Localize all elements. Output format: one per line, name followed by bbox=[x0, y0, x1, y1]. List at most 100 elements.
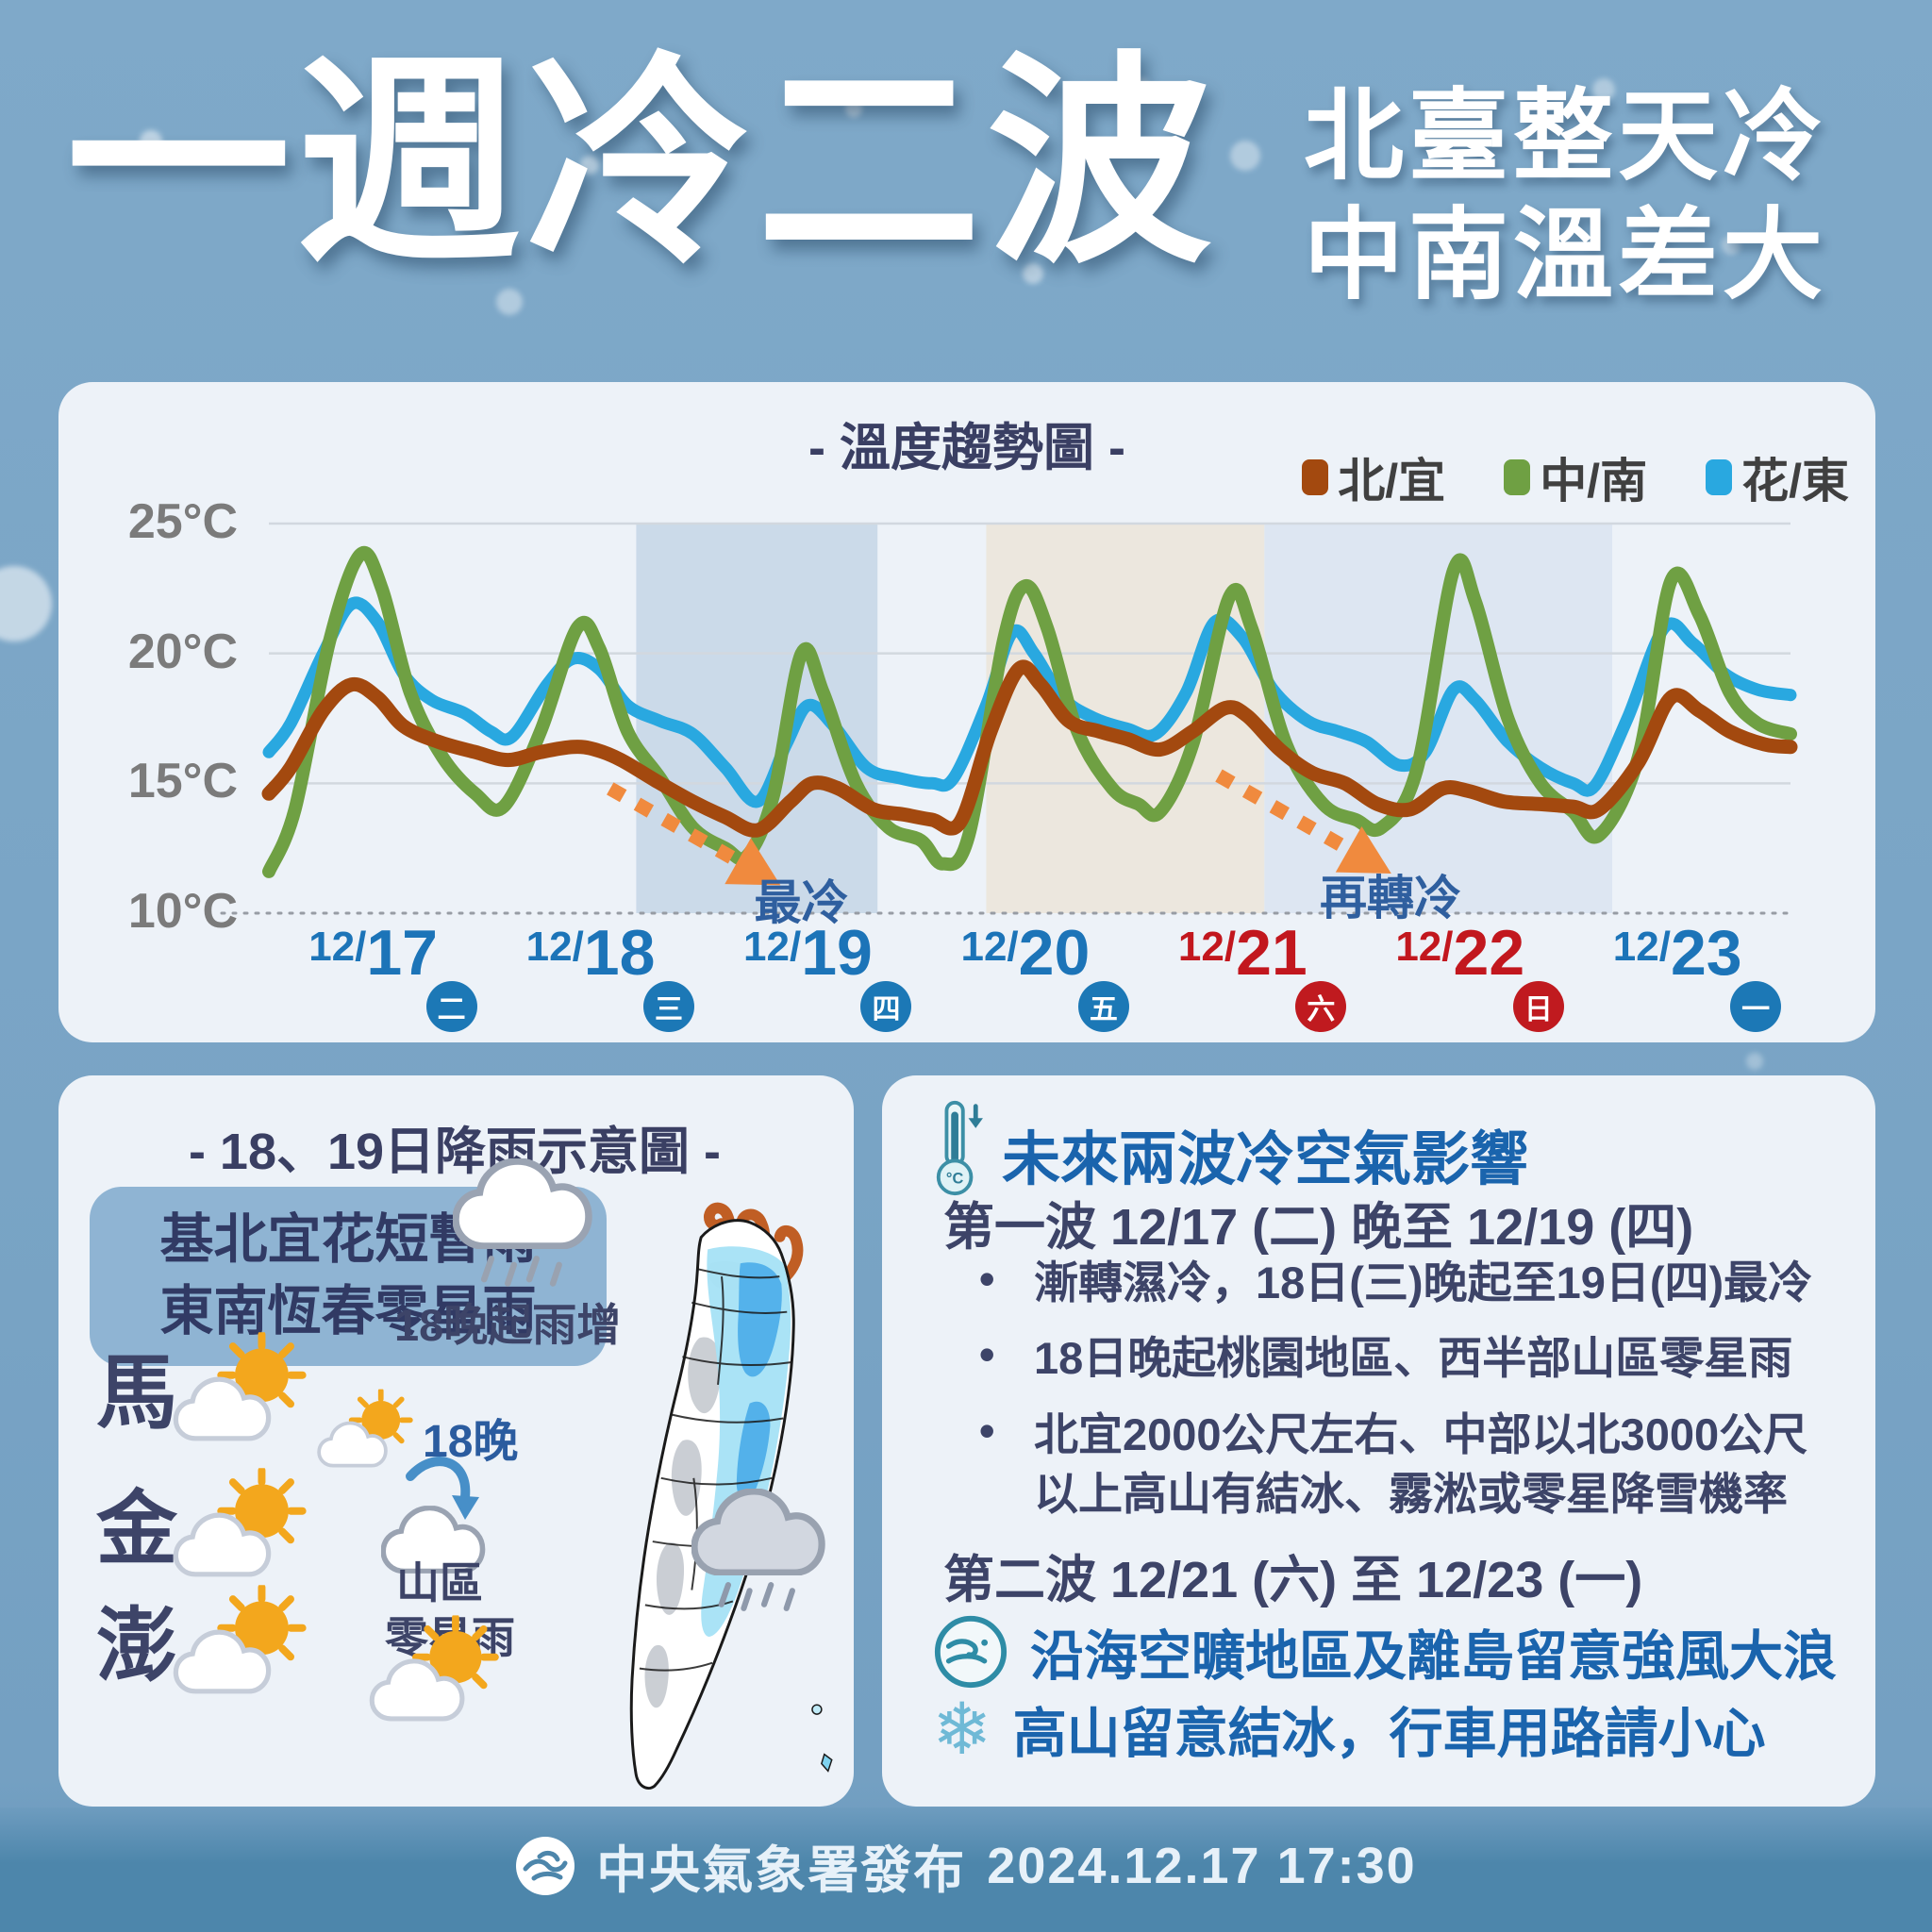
x-tick-day: 20 bbox=[1018, 917, 1091, 989]
page-subtitle-line2: 中南溫差大 bbox=[1304, 200, 1827, 311]
x-tick-day: 19 bbox=[801, 917, 873, 989]
bullet-dot: • bbox=[979, 1405, 995, 1456]
thermometer-icon: °C bbox=[936, 1100, 983, 1196]
info-panel bbox=[882, 1075, 1875, 1807]
snowflake-dot bbox=[496, 289, 523, 315]
page-title: 一週冷二波 bbox=[66, 39, 1217, 289]
rain-cloud-gray-icon bbox=[684, 1489, 835, 1617]
wave2-item: 沿海空曠地區及離島留意強風大浪 bbox=[932, 1613, 1838, 1690]
bullet-dot: • bbox=[979, 1254, 995, 1304]
wave2-item: ❄ 高山留意結冰，行車用路請小心 bbox=[932, 1690, 1838, 1768]
bullet-text: 北宜2000公尺左右、中部以北3000公尺以上高山有結冰、霧淞或零星降雪機率 bbox=[1034, 1408, 1808, 1520]
x-tick-day: 21 bbox=[1236, 917, 1307, 989]
bullet-item: • 漸轉濕冷，18日(三)晚起至19日(四)最冷 bbox=[979, 1253, 1838, 1312]
chart-annotation: 最冷 bbox=[754, 876, 849, 930]
rain-callout-line2: 東南恆春零星雨 bbox=[159, 1281, 537, 1341]
island-label-3: 澎 bbox=[96, 1601, 177, 1691]
x-tick-label: 12/18 bbox=[487, 921, 694, 985]
x-tick-label: 12/23 bbox=[1574, 921, 1781, 985]
x-tick-day: 18 bbox=[583, 917, 656, 989]
weekday-badge: 二 bbox=[425, 981, 477, 1032]
snowflake-dot bbox=[1230, 141, 1260, 171]
trend-arrow bbox=[607, 782, 741, 867]
info-panel-header: 未來兩波冷空氣影響 bbox=[1002, 1127, 1529, 1192]
snowflake-dot bbox=[1592, 78, 1615, 101]
weekday-badge: 四 bbox=[860, 981, 912, 1032]
legend-label: 北/宜 bbox=[1338, 455, 1446, 508]
x-tick-month: 12/ bbox=[308, 924, 367, 970]
x-tick-month: 12/ bbox=[743, 924, 802, 970]
svg-text:°C: °C bbox=[946, 1171, 964, 1188]
legend-item: 中/南 bbox=[1504, 443, 1647, 511]
island-label-1: 馬 bbox=[96, 1348, 177, 1439]
wave2-title: 第二波 12/21 (六) 至 12/23 (一) bbox=[943, 1552, 1643, 1608]
footer-datetime: 2024.12.17 17:30 bbox=[987, 1837, 1417, 1894]
legend-label: 花/東 bbox=[1741, 455, 1849, 508]
x-tick-day: 22 bbox=[1453, 917, 1525, 989]
page-subtitle-line1: 北臺整天冷 bbox=[1304, 81, 1827, 192]
y-tick-label: 10°C bbox=[127, 884, 238, 939]
snowflake-dot bbox=[845, 100, 862, 117]
snowflake-dot bbox=[1134, 77, 1149, 92]
y-tick-label: 15°C bbox=[127, 754, 238, 809]
legend-label: 中/南 bbox=[1540, 455, 1648, 508]
snowflake-dot bbox=[1722, 236, 1740, 255]
cwa-logo-icon bbox=[516, 1836, 575, 1895]
wave1-title: 第一波 12/17 (二) 晚至 12/19 (四) bbox=[943, 1199, 1694, 1256]
x-tick-month: 12/ bbox=[525, 924, 584, 970]
snowflake-dot bbox=[140, 130, 162, 153]
x-tick-label: 12/20 bbox=[922, 921, 1129, 985]
y-tick-label: 25°C bbox=[127, 494, 238, 549]
chart-legend: 北/宜 中/南 花/東 bbox=[1085, 443, 1849, 511]
partly-sunny-icon bbox=[172, 1585, 313, 1699]
x-tick-label: 12/22 bbox=[1357, 921, 1564, 985]
trend-arrow bbox=[1215, 769, 1351, 855]
legend-swatch bbox=[1706, 459, 1733, 495]
snowflake-dot bbox=[580, 156, 599, 175]
orchid-island bbox=[821, 1753, 833, 1773]
legend-swatch bbox=[1504, 459, 1531, 495]
x-tick-month: 12/ bbox=[960, 924, 1019, 970]
partly-sunny-icon-extra bbox=[368, 1615, 506, 1726]
y-tick-label: 20°C bbox=[127, 624, 238, 679]
x-tick-month: 12/ bbox=[1395, 924, 1454, 970]
chart-annotation: 再轉冷 bbox=[1320, 871, 1461, 924]
weekday-badge: 一 bbox=[1730, 981, 1782, 1032]
bullet-item: • 18日晚起桃園地區、西半部山區零星雨 bbox=[979, 1328, 1838, 1388]
x-tick-label: 12/21 bbox=[1139, 921, 1346, 985]
trend-arrow-head bbox=[724, 838, 781, 886]
legend-item: 北/宜 bbox=[1302, 443, 1445, 511]
chart-title: - 溫度趨勢圖 - bbox=[808, 420, 1125, 476]
snowflake-icon: ❄ bbox=[932, 1687, 992, 1771]
x-tick-month: 12/ bbox=[1612, 924, 1671, 970]
snowflake-dot bbox=[1023, 263, 1043, 284]
bullet-text: 18日晚起桃園地區、西半部山區零星雨 bbox=[1034, 1333, 1793, 1384]
bullet-text: 漸轉濕冷，18日(三)晚起至19日(四)最冷 bbox=[1034, 1257, 1813, 1307]
wave2-text: 高山留意結冰，行車用路請小心 bbox=[1012, 1704, 1766, 1764]
rain-panel-title: - 18、19日降雨示意圖 - bbox=[188, 1124, 722, 1180]
x-tick-month: 12/ bbox=[1177, 924, 1237, 970]
bullet-dot: • bbox=[979, 1329, 995, 1380]
x-tick-day: 17 bbox=[366, 917, 438, 989]
island-label-2: 金 bbox=[96, 1484, 177, 1574]
footer-bar bbox=[0, 1807, 1932, 1932]
footer-row: 中央氣象署發布 2024.12.17 17:30 bbox=[0, 1828, 1932, 1903]
partly-sunny-icon bbox=[172, 1332, 313, 1446]
wave1-bullet-list: • 漸轉濕冷，18日(三)晚起至19日(四)最冷 • 18日晚起桃園地區、西半部山區零… bbox=[979, 1253, 1838, 1541]
footer-agency: 中央氣象署發布 bbox=[596, 1842, 967, 1899]
weekday-badge: 三 bbox=[643, 981, 695, 1032]
weekday-badge: 日 bbox=[1512, 981, 1564, 1032]
curved-arrow-icon bbox=[406, 1457, 479, 1520]
x-tick-label: 12/19 bbox=[704, 921, 911, 985]
trend-arrow-head bbox=[1335, 825, 1391, 874]
legend-item: 花/東 bbox=[1706, 443, 1849, 511]
wave2-text: 沿海空曠地區及離島留意強風大浪 bbox=[1030, 1626, 1837, 1687]
series-line-北/宜 bbox=[261, 659, 1798, 838]
rain-increase-label: 18晚起雨增 bbox=[394, 1300, 622, 1350]
weekday-badge: 六 bbox=[1295, 981, 1347, 1032]
x-tick-day: 23 bbox=[1670, 917, 1742, 989]
series-line-中/南 bbox=[262, 545, 1797, 878]
bullet-item: • 北宜2000公尺左右、中部以北3000公尺以上高山有結冰、霧淞或零星降雪機率 bbox=[979, 1405, 1838, 1524]
wind-icon bbox=[934, 1615, 1008, 1689]
